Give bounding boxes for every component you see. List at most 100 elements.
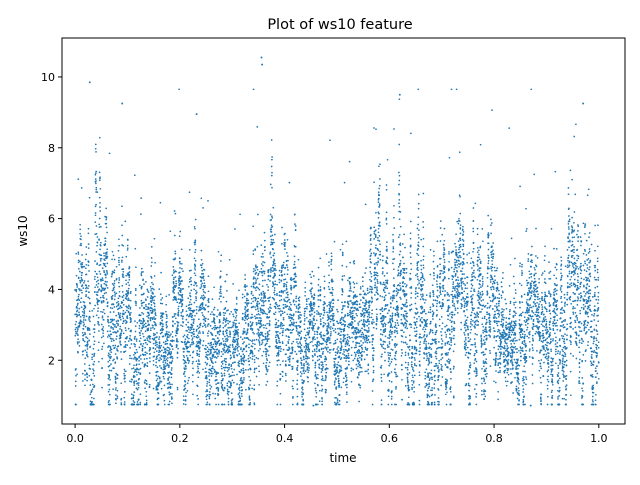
data-point [260,244,263,246]
data-point [260,319,262,322]
data-point [248,363,251,366]
data-point [132,397,135,400]
data-point [267,289,269,292]
data-point [279,350,282,353]
data-point [280,327,282,330]
data-point [153,334,155,337]
data-point [207,301,210,303]
data-point [342,323,344,325]
data-point [166,325,168,328]
data-point [135,363,138,366]
data-point [306,331,308,334]
data-point [147,329,150,332]
data-point [253,388,256,391]
data-point [115,265,118,268]
data-point [144,382,146,384]
data-point [257,319,260,322]
data-point [131,378,133,381]
data-point [221,384,224,386]
data-point [300,336,303,339]
data-point [251,358,254,360]
data-point [257,274,259,277]
data-point [365,339,368,342]
data-point [268,345,271,348]
data-point [209,331,212,334]
data-point [348,295,351,297]
data-point [255,323,258,326]
data-point [184,399,187,401]
data-point [262,270,264,273]
data-point [229,344,232,346]
data-point [171,383,173,386]
data-point [103,254,106,257]
data-point [218,298,221,300]
data-point [328,288,331,291]
data-point [351,312,354,315]
data-point [256,313,258,316]
data-point [265,373,268,376]
data-point [286,305,289,308]
data-point [137,386,140,389]
data-point [241,389,244,391]
data-point [126,317,129,319]
data-point [111,326,114,329]
data-point [207,318,210,321]
data-point [162,368,165,371]
data-point [325,343,328,346]
data-point [311,306,314,309]
data-point [306,307,308,310]
data-point [107,377,110,380]
data-point [256,303,259,306]
data-point [235,332,238,335]
data-point [252,253,255,255]
data-point [257,339,260,341]
data-point [286,251,288,254]
data-point [320,313,323,315]
data-point [196,349,199,352]
data-point [165,326,168,329]
data-point [223,346,226,349]
data-point [234,345,237,348]
data-point [233,356,236,359]
data-point [75,374,77,377]
data-point [356,295,358,298]
data-point [143,301,145,304]
data-point [310,276,313,279]
data-point [322,314,325,316]
data-point [145,395,148,398]
data-point [315,392,318,394]
data-point [176,386,179,389]
data-point [286,255,289,257]
data-point [79,232,81,235]
data-point [191,380,194,383]
data-point [342,317,345,319]
data-point [353,357,356,360]
data-point [200,306,202,309]
data-point [100,323,103,326]
data-point [228,390,230,393]
data-point [183,385,186,388]
data-point [342,307,344,309]
data-point [145,383,148,386]
data-point [334,357,337,360]
data-point [151,287,154,290]
data-point [330,252,333,255]
data-point [321,361,324,364]
data-point [77,276,80,279]
data-point [314,373,317,376]
data-point [153,302,156,305]
data-point [182,270,184,273]
data-point [155,361,158,364]
data-point [104,262,106,265]
data-point [333,329,335,332]
data-point [150,304,153,306]
data-point [265,364,267,367]
data-point [347,354,350,357]
data-point [81,261,84,264]
data-point [257,357,260,360]
data-point [315,350,318,353]
data-point [170,376,173,379]
data-point [259,334,262,336]
data-point [290,292,292,295]
data-point [211,327,214,330]
